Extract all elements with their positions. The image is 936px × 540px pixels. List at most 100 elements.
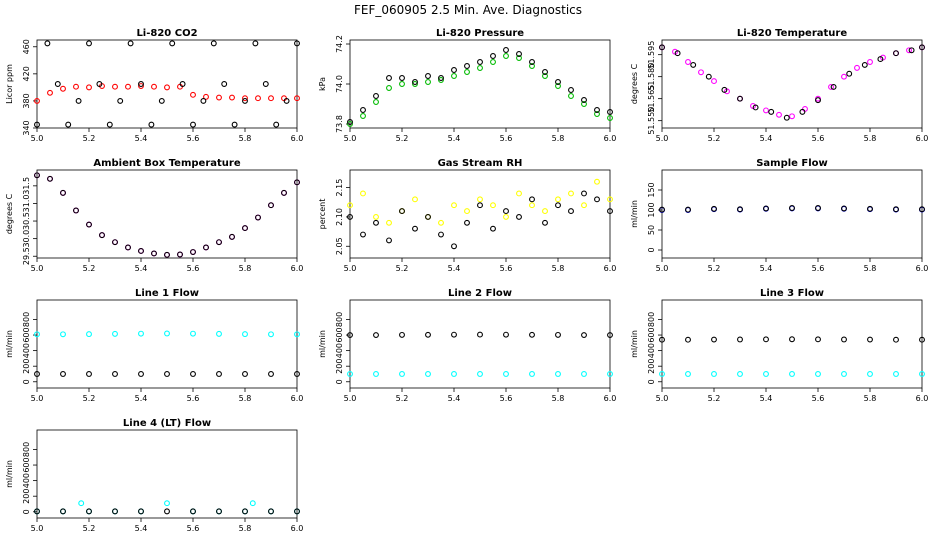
y-tick-label: 600 [335,327,344,342]
data-point-overlay [503,47,509,53]
data-point-overlay [763,205,769,212]
data-point-overlay [529,59,535,65]
data-point-line-flow [815,371,821,377]
data-point-overlay [607,332,613,338]
panel-title: Line 4 (LT) Flow [123,418,211,429]
data-point-overlay [242,371,248,377]
data-point-overlay [581,332,587,338]
x-tick-label: 5.2 [83,264,96,273]
data-point-temperature [854,64,860,71]
x-tick-label: 6.0 [291,524,304,533]
data-point-CO2 [86,84,92,91]
data-point-overlay [477,59,483,65]
data-point-overlay [705,73,712,80]
x-tick-label: 5.8 [239,134,252,143]
data-point-line-flow [399,371,405,377]
y-tick-label: 600 [22,327,31,342]
data-point-overlay [789,336,795,343]
panel-1: Li-820 Pressure kPa 5.0 5.2 5.4 5.6 5.8 6.0 73.8… [318,28,616,143]
data-point-overlay [190,249,196,255]
data-point-temperature [828,83,834,90]
data-point-line-flow [347,371,353,377]
data-point-overlay [86,40,92,47]
data-point-overlay [34,121,40,128]
data-point-RH [529,202,535,209]
x-tick-label: 5.6 [500,264,513,273]
data-point-overlay [477,202,483,209]
y-tick-label: 29.5 [22,247,31,265]
data-point-CO2 [34,97,40,104]
data-point-temperature [776,111,782,118]
data-point-CO2 [112,83,118,90]
data-point-overlay [283,97,290,104]
data-point-line-flow [867,371,873,377]
x-tick-label: 5.8 [864,394,877,403]
y-tick-label: 400 [647,343,656,358]
x-tick-label: 5.4 [448,134,461,143]
y-tick-label: 800 [22,442,31,457]
data-point-overlay [425,73,431,79]
plot-frame [661,299,923,389]
data-point-pressure [399,81,405,87]
data-point-overlay [877,56,884,63]
data-point-pressure [503,53,509,59]
plot-frame [349,299,611,389]
data-point-overlay [96,81,103,87]
y-tick-label: 600 [22,457,31,472]
data-point-overlay [438,75,444,81]
data-point-RH [464,208,470,215]
data-point-overlay [360,107,366,113]
data-point-overlay [555,331,561,338]
x-tick-label: 5.4 [760,264,773,273]
data-point-overlay [685,206,691,213]
data-point-overlay [763,336,769,343]
x-tick-label: 5.4 [760,394,773,403]
data-point-line-flow [78,500,85,507]
data-point-overlay [242,225,248,232]
data-point-temperature [867,59,873,65]
y-tick-label: 800 [22,312,31,327]
y-tick-label: 800 [335,312,344,327]
data-point-overlay [399,331,405,338]
y-tick-label: 200 [22,359,31,374]
data-point-overlay [438,231,444,238]
data-point-overlay [34,371,40,377]
data-point-temperature [698,69,704,76]
x-tick-label: 5.6 [500,394,513,403]
y-tick-label: 800 [647,312,656,327]
plot-frame [661,169,923,259]
x-tick-label: 5.0 [656,134,669,143]
x-tick-label: 5.2 [708,264,721,273]
data-point-overlay [737,95,743,102]
x-tick-label: 5.6 [187,264,200,273]
x-tick-label: 5.4 [135,524,148,533]
data-point-overlay [737,336,743,343]
data-point-overlay [216,239,222,246]
data-point-line-flow [242,331,248,338]
data-point-overlay [815,336,821,343]
data-point-overlay [451,67,457,73]
data-point-overlay [659,336,665,343]
figure-title: FEF_060905 2.5 Min. Ave. Diagnostics [354,3,582,17]
data-point-CO2 [294,95,300,102]
data-point-overlay [86,221,92,228]
data-point-line-flow [659,371,665,377]
x-tick-label: 5.6 [812,394,825,403]
x-tick-label: 5.0 [344,394,357,403]
data-point-overlay [490,225,496,232]
x-tick-label: 5.4 [135,134,148,143]
data-point-CO2 [190,91,196,98]
data-point-overlay [138,508,144,515]
data-point-overlay [294,508,300,515]
data-point-temperature [789,113,795,120]
data-point-overlay [568,208,574,215]
y-tick-label: 74.0 [335,75,344,93]
data-point-overlay [112,239,118,246]
y-tick-label: 30.5 [22,212,31,230]
y-axis-label: ml/min [5,330,14,358]
data-point-pressure [451,73,457,79]
data-point-pressure [360,113,366,119]
data-point-temperature [711,78,717,85]
data-point-overlay [503,208,509,215]
data-point-overlay [268,371,274,377]
